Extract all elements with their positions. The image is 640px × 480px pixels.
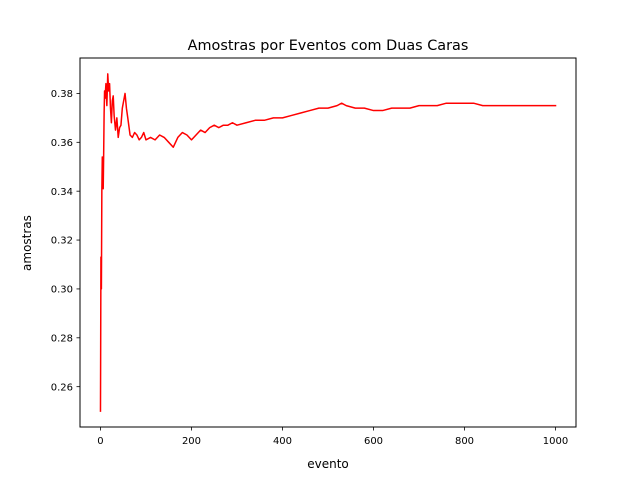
y-axis: 0.26 0.28 0.30 0.32 0.34 0.36 0.38 [51, 89, 80, 393]
plot-area [99, 73, 557, 412]
y-tick-label: 0.32 [51, 236, 73, 247]
y-tick-label: 0.38 [51, 89, 73, 100]
x-axis-label: evento [307, 457, 349, 471]
y-axis-label: amostras [20, 215, 34, 271]
x-tick-label: 1000 [543, 436, 568, 447]
y-tick-label: 0.26 [51, 382, 73, 393]
chart-title: Amostras por Eventos com Duas Caras [188, 38, 469, 54]
y-tick-label: 0.30 [51, 285, 73, 296]
y-tick-label: 0.28 [51, 333, 73, 344]
y-tick-label: 0.34 [51, 187, 73, 198]
x-axis: 0 200 400 600 800 1000 [97, 427, 568, 447]
x-tick-label: 200 [182, 436, 201, 447]
y-tick-label: 0.36 [51, 138, 73, 149]
x-tick-label: 400 [273, 436, 292, 447]
series-line-0 [99, 73, 557, 412]
x-tick-label: 800 [455, 436, 474, 447]
x-tick-label: 600 [364, 436, 383, 447]
plot-frame [79, 57, 577, 428]
x-tick-label: 0 [97, 436, 103, 447]
